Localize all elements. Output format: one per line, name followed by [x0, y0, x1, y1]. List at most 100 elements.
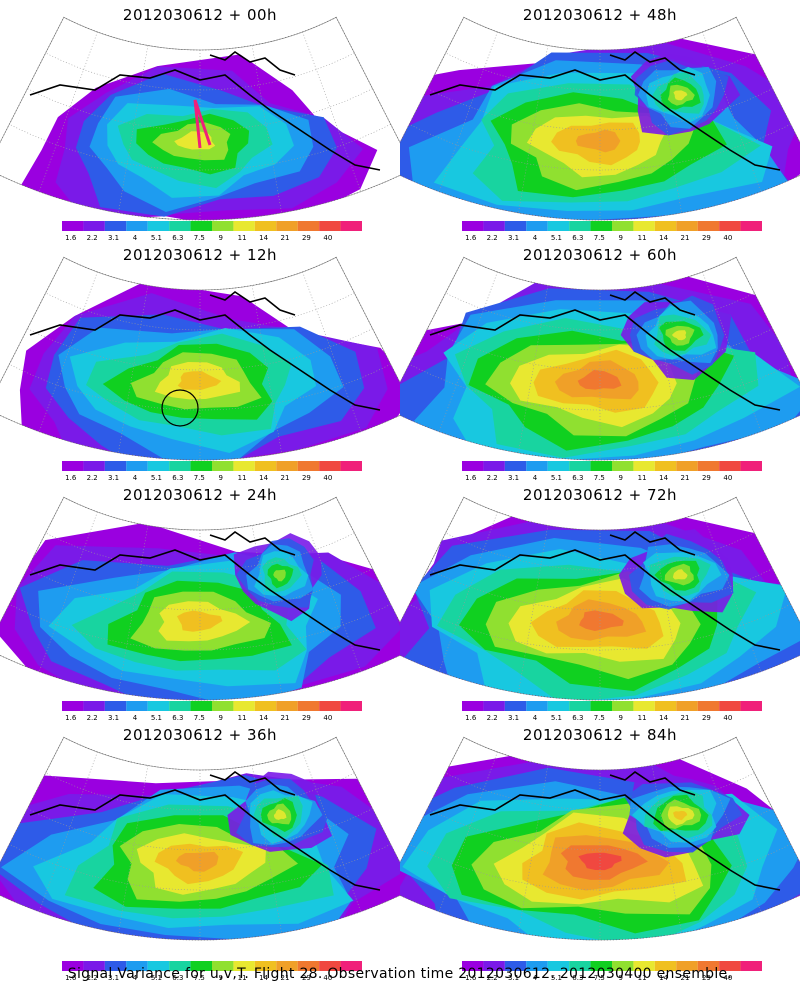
map-border — [400, 256, 800, 461]
colorbar-tick-label: 11 — [238, 474, 247, 482]
map-border — [400, 736, 800, 941]
colorbar-swatch — [740, 961, 762, 971]
colorbar-swatch — [462, 221, 484, 231]
colorbar-tick-label: 21 — [681, 474, 690, 482]
colorbar-swatch — [190, 961, 212, 971]
colorbar-tick-label: 4 — [533, 474, 538, 482]
graticule-line — [9, 363, 391, 411]
colorbar-tick-label: 3.1 — [508, 234, 519, 242]
colorbar-tick-label: 14 — [259, 234, 268, 242]
colorbar-tick-label: 4 — [133, 714, 138, 722]
panel-title: 2012030612 + 48h — [522, 6, 678, 24]
colorbar-swatch — [697, 221, 720, 231]
panel-title: 2012030612 + 36h — [122, 726, 278, 744]
coastline — [29, 309, 381, 411]
colorbar-swatch — [276, 701, 298, 711]
colorbar-tick-label: 14 — [659, 714, 668, 722]
colorbar-swatch — [569, 221, 591, 231]
colorbar-swatch — [654, 221, 677, 231]
colorbar-swatch — [212, 701, 234, 711]
colorbar-tick-label: 4 — [133, 974, 138, 982]
contour-fill — [177, 610, 223, 632]
contour-fill — [578, 852, 622, 871]
colorbar-tick-label: 4 — [533, 234, 538, 242]
graticule-line — [409, 843, 791, 891]
colorbar-tick-label: 9 — [218, 474, 222, 482]
colorbar-swatch — [126, 961, 148, 971]
colorbar-tick-label: 9 — [218, 234, 222, 242]
coastline — [609, 531, 696, 556]
colorbar-swatch — [126, 461, 148, 471]
colorbar-swatch — [462, 961, 484, 971]
colorbar-swatch — [147, 461, 170, 471]
contour-fill — [672, 569, 688, 580]
colorbar-tick-label: 1.6 — [65, 474, 77, 482]
colorbar-swatch — [633, 701, 655, 711]
colorbar-tick-label: 5.1 — [151, 974, 162, 982]
contour-fill — [174, 131, 216, 150]
colorbar-swatch — [697, 961, 720, 971]
colorbar-swatch — [340, 701, 362, 711]
colorbar-tick-label: 7.5 — [594, 714, 605, 722]
graticule-line — [651, 45, 682, 213]
map-panel: 2012030612 + 84h 1.6 2.2 3.1 4 5.1 6.3 7.5 9 11 14… — [400, 720, 800, 982]
colorbar-tick-label: 9 — [218, 974, 222, 982]
map-border — [400, 16, 800, 221]
graticule-line — [702, 31, 762, 192]
colorbar-swatch — [276, 221, 298, 231]
coastline — [609, 291, 696, 316]
colorbar-tick-label: 9 — [618, 474, 622, 482]
colorbar-tick-label: 1.6 — [465, 714, 477, 722]
colorbar-tick-label: 3.1 — [108, 234, 119, 242]
colorbar-swatch — [190, 461, 212, 471]
colorbar: 1.6 2.2 3.1 4 5.1 6.3 7.5 9 11 14 21 29 40 — [462, 701, 762, 722]
contour-fill — [175, 851, 219, 872]
coastline — [429, 309, 781, 411]
colorbar-tick-label: 5.1 — [551, 234, 562, 242]
colorbar-tick-label: 7.5 — [594, 474, 605, 482]
colorbar-swatch — [697, 461, 720, 471]
colorbar-tick-label: 2.2 — [487, 234, 498, 242]
map-border — [0, 16, 400, 221]
contour-fill — [273, 809, 287, 820]
graticule-line — [9, 843, 391, 891]
colorbar-tick-label: 6.3 — [172, 234, 183, 242]
colorbar-tick-label: 21 — [281, 974, 290, 982]
colorbar-swatch — [104, 221, 127, 231]
colorbar-swatch — [254, 461, 277, 471]
graticule-line — [438, 751, 498, 912]
contour-fill — [673, 90, 688, 101]
colorbar-tick-label: 21 — [681, 234, 690, 242]
colorbar-tick-label: 6.3 — [572, 474, 583, 482]
colorbar-swatch — [190, 221, 212, 231]
map-panel: 2012030612 + 24h 1.6 2.2 3.1 4 5.1 6.3 7.5 9 11 14… — [0, 480, 400, 725]
colorbar-swatch — [526, 221, 548, 231]
colorbar-tick-label: 40 — [323, 474, 332, 482]
coastline — [429, 549, 781, 651]
graticule-line — [409, 363, 791, 411]
colorbar-tick-label: 5.1 — [151, 714, 162, 722]
graticule-line — [438, 271, 498, 432]
map-panel: 2012030612 + 12h 1.6 2.2 3.1 4 5.1 6.3 7.5 9 11 14… — [0, 240, 400, 485]
colorbar-swatch — [462, 461, 484, 471]
variance-map — [400, 256, 800, 461]
coastline — [209, 51, 296, 76]
graticule-line — [118, 45, 149, 213]
colorbar-swatch — [719, 221, 741, 231]
map-border — [0, 496, 400, 701]
colorbar-swatch — [633, 221, 655, 231]
colorbar-tick-label: 6.3 — [572, 974, 583, 982]
colorbar-tick-label: 1.6 — [465, 974, 477, 982]
colorbar-tick-label: 6.3 — [172, 714, 183, 722]
colorbar-swatch — [254, 961, 277, 971]
colorbar-swatch — [104, 701, 127, 711]
colorbar-tick-label: 29 — [702, 234, 711, 242]
graticule-line — [302, 511, 362, 672]
colorbar-swatch — [83, 461, 105, 471]
colorbar-swatch — [547, 221, 570, 231]
graticule-line — [9, 123, 391, 171]
colorbar-tick-label: 14 — [259, 974, 268, 982]
colorbar-swatch — [483, 701, 505, 711]
colorbar-swatch — [547, 961, 570, 971]
colorbar-swatch — [169, 221, 191, 231]
